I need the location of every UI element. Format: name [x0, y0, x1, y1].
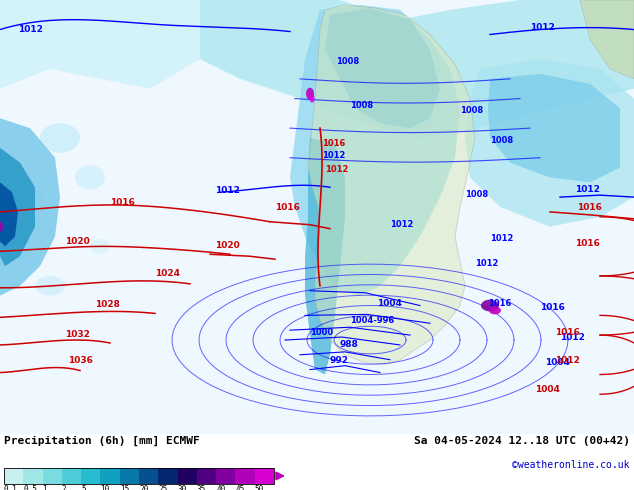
Text: 50: 50 [255, 486, 264, 490]
Bar [4, 468, 23, 484]
Text: 1016: 1016 [540, 303, 565, 313]
Text: 1024: 1024 [155, 269, 180, 278]
Bar [235, 468, 255, 484]
Bar [23, 468, 42, 484]
Bar [4, 468, 274, 484]
Text: Sa 04-05-2024 12..18 UTC (00+42): Sa 04-05-2024 12..18 UTC (00+42) [414, 436, 630, 446]
Bar [62, 468, 81, 484]
Text: 1012: 1012 [390, 220, 413, 229]
Text: 1016: 1016 [575, 240, 600, 248]
Polygon shape [325, 8, 440, 128]
Text: 1000: 1000 [310, 328, 333, 337]
Text: 1012: 1012 [322, 151, 346, 160]
Text: 0.1: 0.1 [4, 486, 18, 490]
Ellipse shape [306, 88, 314, 99]
Polygon shape [580, 0, 634, 79]
Text: 1012: 1012 [555, 356, 580, 365]
Text: 1012: 1012 [18, 24, 43, 33]
Text: 1004: 1004 [545, 358, 570, 367]
Text: 1020: 1020 [215, 242, 240, 250]
Text: 1012: 1012 [530, 23, 555, 31]
Text: 1012: 1012 [475, 259, 498, 268]
Text: 1004-996: 1004-996 [350, 316, 394, 325]
Polygon shape [290, 5, 460, 295]
Bar [158, 468, 178, 484]
Text: 45: 45 [235, 486, 245, 490]
Text: 1008: 1008 [336, 57, 359, 66]
Text: 15: 15 [120, 486, 129, 490]
Ellipse shape [0, 222, 3, 232]
Ellipse shape [18, 187, 42, 207]
Polygon shape [488, 74, 620, 182]
Text: 1012: 1012 [560, 333, 585, 342]
Text: 1008: 1008 [350, 101, 373, 110]
Bar [42, 468, 62, 484]
Text: 2: 2 [62, 486, 67, 490]
Text: 30: 30 [178, 486, 187, 490]
Polygon shape [305, 138, 345, 374]
Text: 1008: 1008 [465, 190, 488, 199]
Ellipse shape [489, 307, 501, 315]
Bar [178, 468, 197, 484]
Text: 0.5: 0.5 [23, 486, 37, 490]
Bar [81, 468, 100, 484]
Polygon shape [0, 118, 60, 295]
Text: 1016: 1016 [577, 203, 602, 212]
Ellipse shape [90, 239, 110, 254]
Ellipse shape [309, 95, 314, 102]
Text: 1: 1 [42, 486, 47, 490]
Bar [120, 468, 139, 484]
Polygon shape [308, 5, 475, 365]
Ellipse shape [40, 123, 80, 153]
Text: 1016: 1016 [322, 139, 346, 148]
Bar [100, 468, 120, 484]
Text: 1016: 1016 [275, 203, 300, 212]
Polygon shape [200, 0, 634, 138]
Text: 1008: 1008 [490, 136, 513, 145]
Text: 5: 5 [81, 486, 86, 490]
Text: 10: 10 [100, 486, 110, 490]
Text: ©weatheronline.co.uk: ©weatheronline.co.uk [512, 460, 630, 470]
Text: 1012: 1012 [490, 234, 514, 244]
Polygon shape [465, 59, 634, 227]
Text: 20: 20 [139, 486, 148, 490]
Polygon shape [0, 148, 35, 266]
Ellipse shape [35, 276, 65, 295]
Text: 1016: 1016 [110, 198, 135, 207]
Text: 1016: 1016 [555, 328, 580, 337]
Bar [139, 468, 158, 484]
Ellipse shape [481, 299, 499, 312]
Text: 1028: 1028 [95, 300, 120, 310]
Text: 1032: 1032 [65, 330, 90, 339]
Text: 1020: 1020 [65, 238, 90, 246]
Text: 1012: 1012 [575, 185, 600, 194]
Text: 25: 25 [158, 486, 167, 490]
Polygon shape [0, 0, 200, 89]
Text: 1008: 1008 [460, 106, 483, 115]
Polygon shape [0, 182, 18, 246]
Text: 1016: 1016 [488, 298, 512, 308]
Ellipse shape [75, 165, 105, 190]
Text: 35: 35 [197, 486, 206, 490]
Text: 1004: 1004 [535, 385, 560, 394]
Text: 1004: 1004 [377, 298, 402, 308]
Text: Precipitation (6h) [mm] ECMWF: Precipitation (6h) [mm] ECMWF [4, 436, 200, 446]
Bar [197, 468, 216, 484]
Bar [255, 468, 274, 484]
Text: 40: 40 [216, 486, 226, 490]
Text: 1012: 1012 [325, 166, 348, 174]
Text: 992: 992 [330, 356, 349, 365]
Text: 1036: 1036 [68, 356, 93, 365]
Bar [216, 468, 235, 484]
Text: 1012: 1012 [215, 186, 240, 195]
Text: 988: 988 [340, 340, 359, 349]
